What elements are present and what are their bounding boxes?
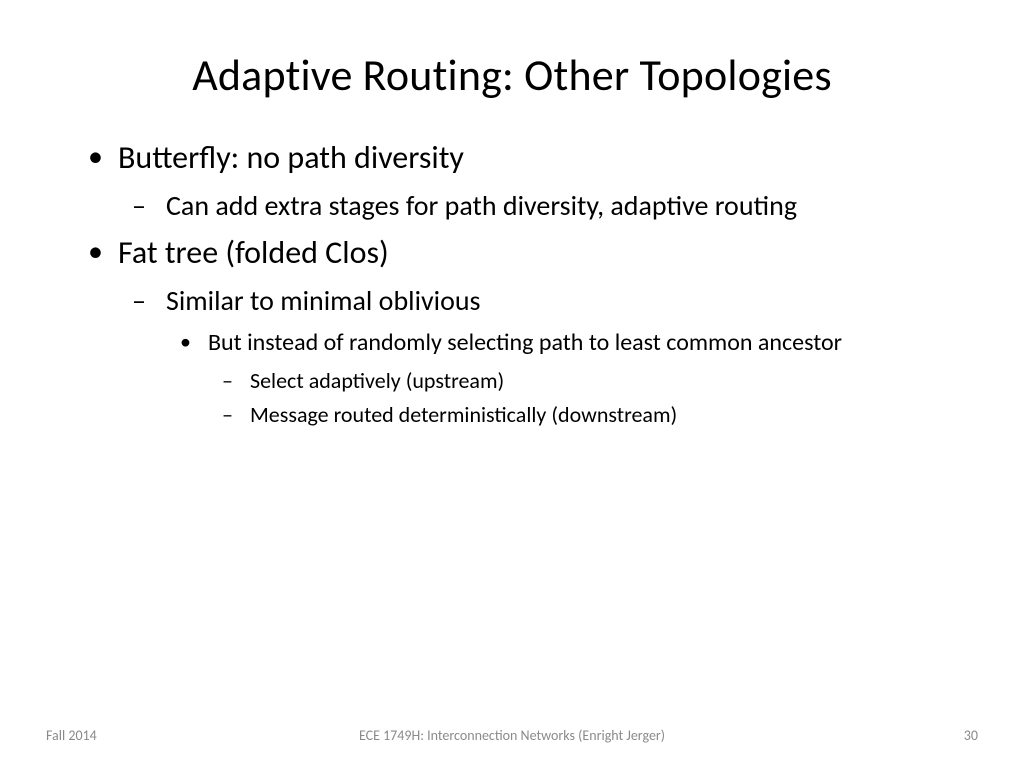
bullet-list-l1: Butterfly: no path diversity Can add ext…: [88, 138, 954, 430]
bullet-l4: Select adaptively (upstream): [222, 367, 954, 396]
bullet-l4: Message routed deterministically (downst…: [222, 401, 954, 430]
footer-date: Fall 2014: [46, 727, 97, 744]
bullet-l3: But instead of randomly selecting path t…: [180, 328, 954, 430]
bullet-list-l3: But instead of randomly selecting path t…: [166, 328, 954, 430]
bullet-text: Select adaptively (upstream): [250, 367, 504, 394]
bullet-list-l4: Select adaptively (upstream) Message rou…: [208, 367, 954, 430]
bullet-text: Butterfly: no path diversity: [118, 138, 464, 177]
bullet-l1: Butterfly: no path diversity Can add ext…: [88, 138, 954, 223]
bullet-text: Fat tree (folded Clos): [118, 233, 389, 272]
bullet-text: But instead of randomly selecting path t…: [208, 328, 842, 357]
slide: Adaptive Routing: Other Topologies Butte…: [0, 0, 1024, 768]
bullet-l2: Can add extra stages for path diversity,…: [132, 188, 954, 223]
slide-body: Butterfly: no path diversity Can add ext…: [0, 138, 1024, 430]
slide-footer: Fall 2014 ECE 1749H: Interconnection Net…: [0, 727, 1024, 744]
bullet-list-l2: Similar to minimal oblivious But instead…: [118, 283, 954, 430]
bullet-text: Can add extra stages for path diversity,…: [166, 188, 797, 223]
bullet-l2: Similar to minimal oblivious But instead…: [132, 283, 954, 430]
bullet-text: Similar to minimal oblivious: [166, 283, 481, 318]
slide-number: 30: [964, 727, 978, 744]
bullet-l1: Fat tree (folded Clos) Similar to minima…: [88, 233, 954, 430]
bullet-list-l2: Can add extra stages for path diversity,…: [118, 188, 954, 223]
footer-course: ECE 1749H: Interconnection Networks (Enr…: [0, 727, 1024, 744]
slide-title: Adaptive Routing: Other Topologies: [0, 0, 1024, 138]
bullet-text: Message routed deterministically (downst…: [250, 401, 677, 428]
